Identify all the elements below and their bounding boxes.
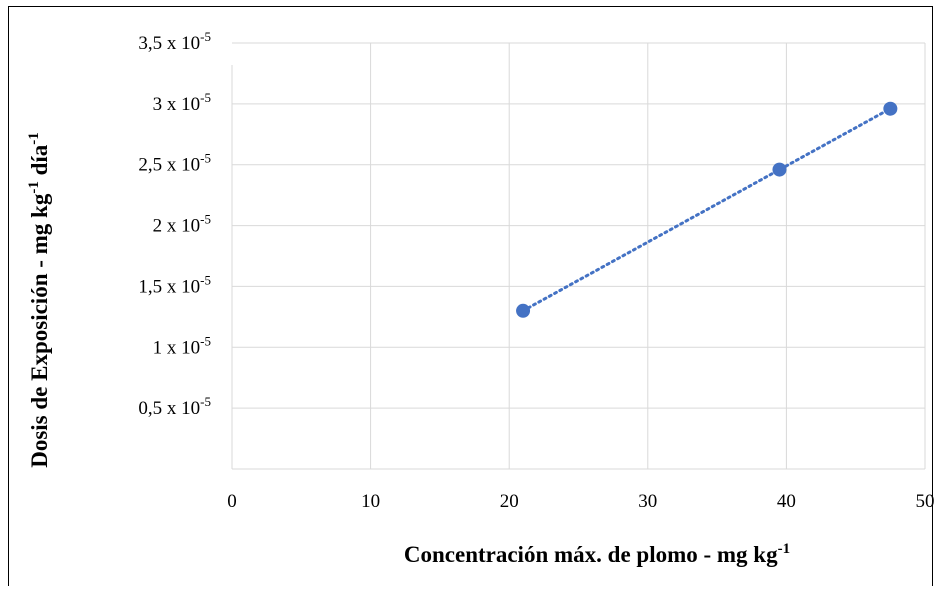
x-axis-title: Concentración máx. de plomo - mg kg-1: [404, 541, 790, 567]
x-tick-label: 30: [638, 491, 657, 512]
y-tick-label: 1 x 10-5: [153, 333, 211, 358]
x-tick-label: 10: [361, 491, 380, 512]
x-tick-label: 0: [227, 491, 237, 512]
y-tick-label: 2 x 10-5: [153, 212, 211, 237]
y-tick-label: 3,5 x 10-5: [138, 29, 211, 54]
data-point: [772, 162, 787, 177]
trendline: [521, 107, 892, 313]
y-tick-label: 2,5 x 10-5: [138, 151, 211, 176]
x-tick-label: 20: [500, 491, 519, 512]
trendline-layer: [521, 107, 892, 313]
y-tick-label: 0,5 x 10-5: [138, 394, 211, 419]
y-axis-title: Dosis de Exposición - mg kg-1 día-1: [26, 132, 52, 468]
grid-lines: [231, 42, 926, 470]
y-tick-label: 1,5 x 10-5: [138, 272, 211, 297]
data-point: [883, 101, 898, 116]
x-tick-labels: 0 10 20 30 40 50: [227, 491, 934, 512]
chart-frame: [8, 6, 933, 586]
y-tick-label: 3 x 10-5: [153, 90, 211, 115]
x-tick-label: 50: [916, 491, 935, 512]
data-point: [516, 303, 531, 318]
data-points: [516, 101, 898, 318]
y-tick-labels: 0,5 x 10-5 1 x 10-5 1,5 x 10-5 2 x 10-5 2,5 …: [138, 29, 211, 419]
x-tick-label: 40: [777, 491, 796, 512]
